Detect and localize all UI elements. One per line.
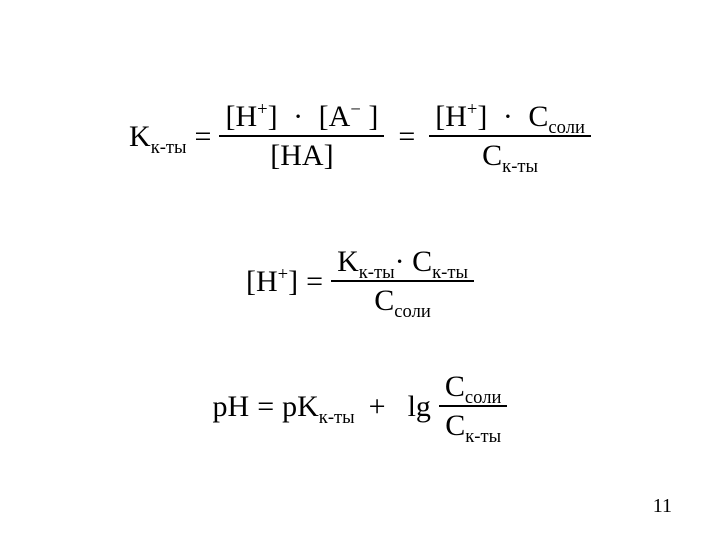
fraction-1b: [H+] · Ссоли Ск-ты	[429, 100, 591, 172]
fraction-1a: [H+] · [A− ] [HA]	[219, 100, 384, 172]
fraction-2-denominator: Ссоли	[331, 280, 474, 317]
equals-sign: =	[384, 120, 429, 153]
K-symbol: Kк-ты	[129, 120, 187, 153]
equation-1: Kк-ты = [H+] · [A− ] [HA] = [H+] · Ссоли…	[0, 100, 720, 172]
fraction-1a-numerator: [H+] · [A− ]	[219, 100, 384, 135]
plus-sign: +	[355, 390, 400, 423]
equation-2: [H+] = Kк-ты· Ск-ты Ссоли	[0, 245, 720, 317]
equals-sign: =	[249, 390, 282, 423]
equals-sign: =	[187, 120, 220, 153]
equation-3: pH = pKк-ты + lg Ссоли Ск-ты	[0, 370, 720, 442]
slide: Kк-ты = [H+] · [A− ] [HA] = [H+] · Ссоли…	[0, 0, 720, 540]
fraction-3-denominator: Ск-ты	[439, 405, 508, 442]
page-number: 11	[653, 495, 672, 518]
lg-symbol: lg	[400, 390, 439, 423]
fraction-1a-denominator: [HA]	[219, 135, 384, 172]
H-plus-bracket: [H+]	[246, 265, 298, 298]
fraction-1b-denominator: Ск-ты	[429, 135, 591, 172]
fraction-2-numerator: Kк-ты· Ск-ты	[331, 245, 474, 280]
pK-symbol: pKк-ты	[282, 390, 355, 423]
fraction-2: Kк-ты· Ск-ты Ссоли	[331, 245, 474, 317]
fraction-3: Ссоли Ск-ты	[439, 370, 508, 442]
fraction-3-numerator: Ссоли	[439, 370, 508, 405]
fraction-1b-numerator: [H+] · Ссоли	[429, 100, 591, 135]
equals-sign: =	[298, 265, 331, 298]
pH-symbol: pH	[213, 390, 250, 423]
